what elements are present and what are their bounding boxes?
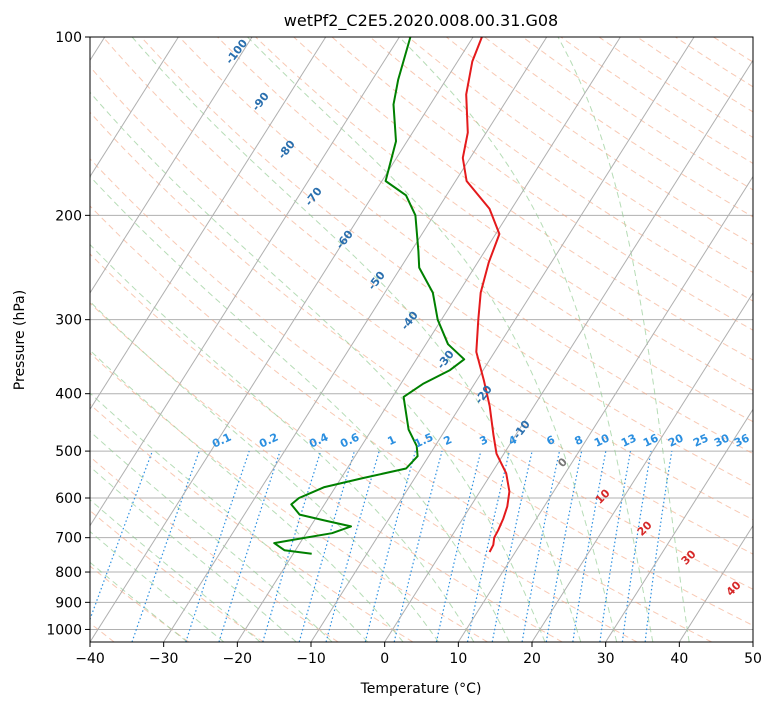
y-tick-label: 900 (55, 595, 82, 611)
x-tick-label: −10 (296, 651, 326, 667)
x-tick-label: 50 (744, 651, 762, 667)
chart-title: wetPf2_C2E5.2020.008.00.31.G08 (284, 11, 558, 31)
x-tick-label: −20 (223, 651, 253, 667)
x-axis-label: Temperature (°C) (360, 681, 482, 697)
y-tick-label: 400 (55, 387, 82, 403)
y-tick-label: 100 (55, 30, 82, 46)
x-tick-label: 10 (449, 651, 467, 667)
y-tick-label: 800 (55, 565, 82, 581)
y-tick-label: 500 (55, 444, 82, 460)
x-tick-label: 30 (597, 651, 615, 667)
y-axis-label: Pressure (hPa) (12, 290, 28, 390)
x-tick-label: −30 (149, 651, 179, 667)
y-tick-label: 600 (55, 491, 82, 507)
y-tick-label: 300 (55, 313, 82, 329)
x-tick-label: 0 (380, 651, 389, 667)
x-tick-label: 40 (670, 651, 688, 667)
x-tick-label: −40 (75, 651, 105, 667)
y-tick-label: 200 (55, 208, 82, 224)
x-tick-label: 20 (523, 651, 541, 667)
y-tick-label: 700 (55, 531, 82, 547)
y-tick-label: 1000 (46, 622, 82, 638)
